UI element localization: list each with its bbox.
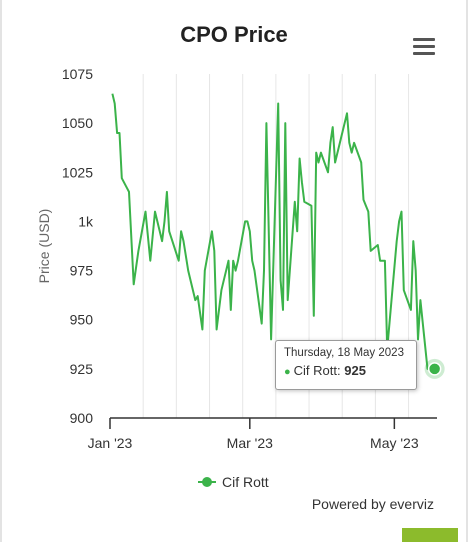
tooltip-value: 925: [344, 363, 366, 378]
legend-item-cif-rott[interactable]: Cif Rott: [198, 474, 269, 490]
hamburger-menu-icon[interactable]: [413, 38, 435, 56]
tooltip-date: Thursday, 18 May 2023: [284, 347, 404, 359]
y-tick-label: 1050: [62, 115, 93, 131]
y-tick-label: 1k: [78, 213, 94, 229]
x-tick-label: Mar '23: [227, 435, 273, 451]
legend-label: Cif Rott: [222, 474, 269, 490]
series-line-cif-rott: [111, 93, 435, 370]
x-tick-label: May '23: [370, 435, 419, 451]
tooltip-row: ● Cif Rott: 925: [284, 363, 366, 378]
y-tick-label: 900: [70, 410, 94, 426]
powered-by-credit[interactable]: Powered by everviz: [311, 496, 434, 512]
data-point-highlighted: [427, 362, 442, 376]
x-tick-label: Jan '23: [88, 435, 133, 451]
y-tick-label: 1025: [62, 164, 93, 180]
y-tick-label: 925: [70, 361, 94, 377]
y-tick-label: 1075: [62, 66, 93, 82]
tooltip-series-name: Cif Rott: [293, 363, 337, 378]
y-tick-label: 975: [70, 263, 94, 279]
chart-title: CPO Price: [180, 22, 288, 47]
corner-block: [402, 528, 458, 542]
y-tick-label: 950: [70, 312, 94, 328]
tooltip-series-dot: ●: [284, 366, 291, 378]
legend-symbol: [198, 477, 216, 487]
y-axis-title: Price (USD): [36, 209, 52, 284]
tooltip: Thursday, 18 May 2023 ● Cif Rott: 925: [275, 340, 417, 390]
